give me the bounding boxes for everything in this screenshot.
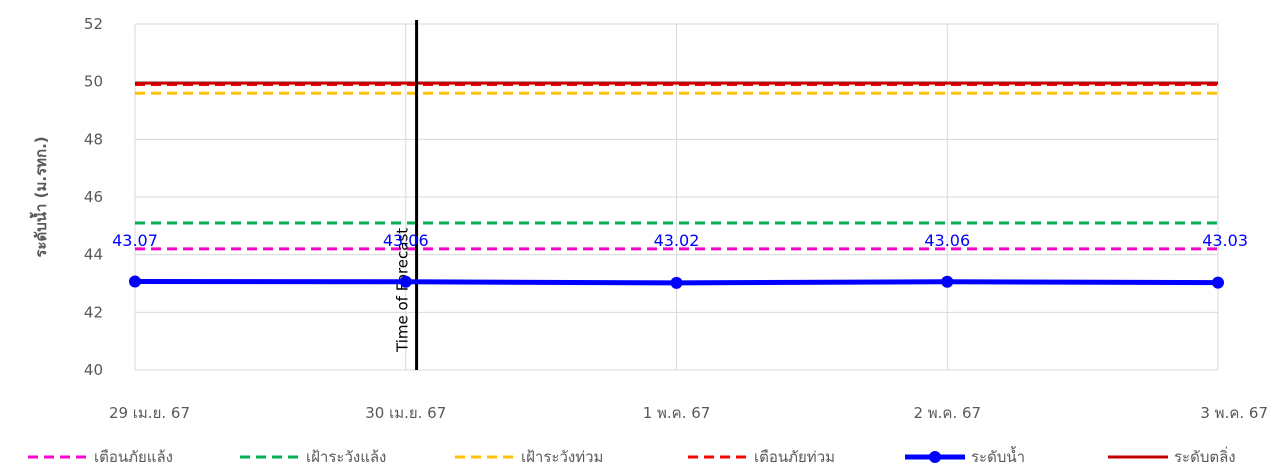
- y-axis-label: ระดับน้ำ (ม.รทก.): [29, 136, 50, 257]
- legend-label: เตือนภัยท่วม: [754, 448, 835, 466]
- y-tick-label: 44: [84, 246, 103, 264]
- y-tick-label: 40: [84, 361, 103, 379]
- data-point: [670, 276, 683, 289]
- x-tick-label: 3 พ.ค. 67: [1200, 404, 1268, 422]
- legend-label: เฝ้าระวังท่วม: [521, 448, 603, 466]
- data-labels: 43.07 43.06 43.02 43.06 43.03: [112, 231, 1248, 250]
- data-point: [399, 275, 412, 288]
- legend-label: ระดับน้ำ: [971, 446, 1025, 466]
- data-label: 43.02: [654, 231, 700, 250]
- x-tick-label: 29 เม.ย. 67: [109, 404, 190, 422]
- x-axis-ticks: 29 เม.ย. 67 30 เม.ย. 67 1 พ.ค. 67 2 พ.ค. 67…: [109, 404, 1268, 422]
- data-label: 43.06: [383, 231, 429, 250]
- series-lines: [129, 275, 1224, 289]
- threshold-lines: [135, 81, 1218, 251]
- legend-label: เฝ้าระวังแล้ง: [306, 448, 386, 466]
- data-point: [941, 275, 954, 288]
- data-label: 43.07: [112, 231, 158, 250]
- y-tick-label: 42: [84, 303, 103, 321]
- data-point: [1212, 276, 1224, 289]
- data-point: [129, 275, 141, 288]
- legend-label: เตือนภัยแล้ง: [94, 448, 173, 466]
- y-tick-label: 48: [84, 130, 103, 148]
- data-label: 43.06: [924, 231, 970, 250]
- legend-marker: [929, 451, 941, 463]
- x-tick-label: 2 พ.ค. 67: [913, 404, 981, 422]
- data-label: 43.03: [1202, 231, 1248, 250]
- legend-label: ระดับตลิ่ง: [1174, 446, 1236, 466]
- grid: [134, 23, 1219, 371]
- x-tick-label: 30 เม.ย. 67: [365, 404, 446, 422]
- y-tick-label: 50: [84, 73, 103, 91]
- y-tick-label: 46: [84, 188, 103, 206]
- forecast-annotation: Time of Forecast: [394, 20, 419, 370]
- y-tick-label: 52: [84, 15, 103, 33]
- forecast-label: Time of Forecast: [394, 228, 412, 353]
- x-tick-label: 1 พ.ค. 67: [643, 404, 711, 422]
- legend: เตือนภัยแล้ง เฝ้าระวังแล้ง เฝ้าระวังท่วม เต…: [28, 446, 1236, 466]
- y-axis-ticks: 40 42 44 46 48 50 52: [84, 15, 103, 379]
